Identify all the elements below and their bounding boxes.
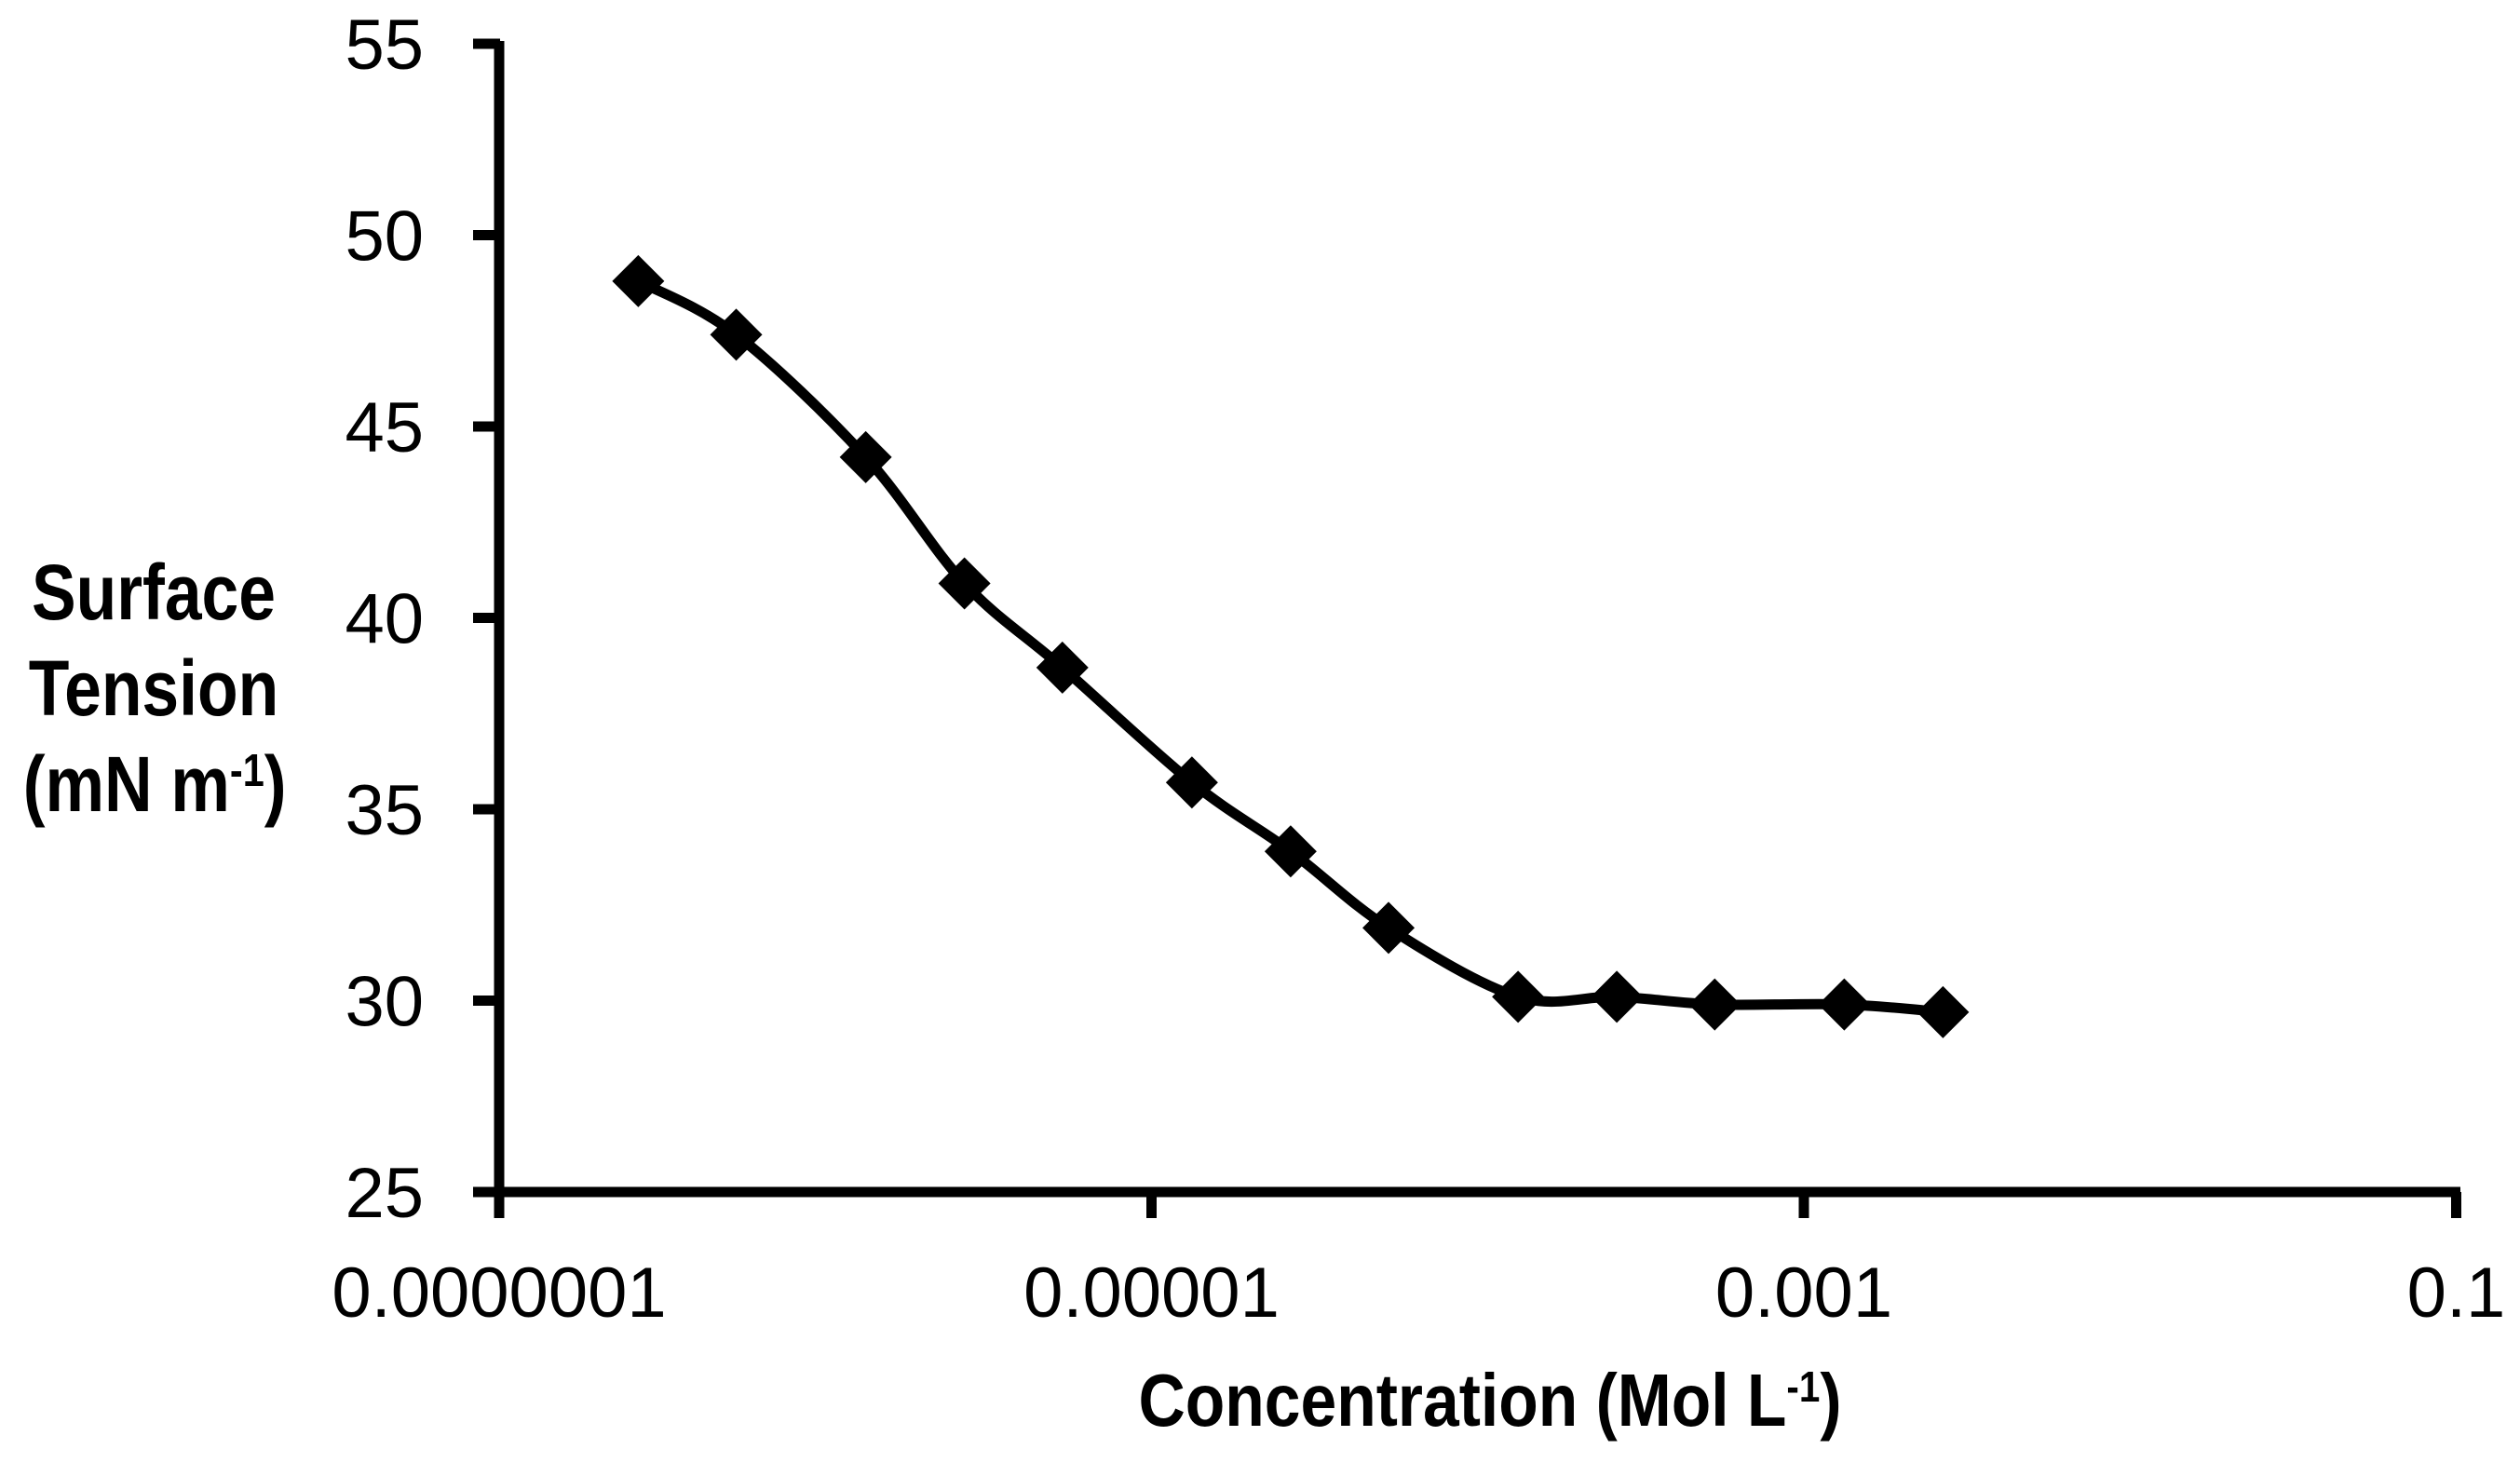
data-series-line — [632, 276, 1948, 1018]
x-tick-label: 0.001 — [1715, 1253, 1892, 1333]
data-point-marker — [710, 308, 763, 361]
y-tick-label: 40 — [345, 580, 424, 659]
data-point-marker — [1591, 970, 1644, 1023]
y-axis-title: Surface Tension (mN m-1) — [22, 545, 287, 845]
data-point-marker — [1165, 756, 1218, 809]
y-axis-title-line2: Tension — [28, 644, 279, 732]
data-point-marker — [612, 254, 665, 307]
y-axis-title-units: (mN m-1) — [22, 740, 287, 828]
x-tick-label: 0.1 — [2407, 1253, 2506, 1333]
y-tick-label: 45 — [345, 388, 424, 467]
y-tick-label: 25 — [345, 1154, 424, 1233]
y-tick-label: 55 — [345, 6, 424, 85]
data-point-marker — [1036, 641, 1089, 694]
y-axis-unit-exponent: -1 — [229, 746, 264, 797]
data-point-marker — [839, 430, 892, 483]
y-tick-label: 35 — [345, 771, 424, 850]
x-tick-label: 0.00001 — [1023, 1253, 1280, 1333]
data-point-marker — [1818, 978, 1871, 1031]
x-tick-label: 0.0000001 — [332, 1253, 666, 1333]
data-point-marker — [938, 557, 991, 610]
y-axis-title-line1: Surface — [32, 549, 276, 636]
data-point-marker — [1492, 970, 1545, 1023]
data-point-marker — [1362, 901, 1416, 955]
y-tick-label: 30 — [345, 963, 424, 1042]
y-tick-label: 50 — [345, 197, 424, 277]
data-point-marker — [1264, 825, 1317, 878]
data-point-marker — [1917, 985, 1970, 1038]
x-axis-title: Concentration (Mol L-1) — [1138, 1359, 1842, 1442]
x-axis-unit-exponent: -1 — [1786, 1362, 1821, 1412]
data-point-marker — [1688, 978, 1741, 1031]
